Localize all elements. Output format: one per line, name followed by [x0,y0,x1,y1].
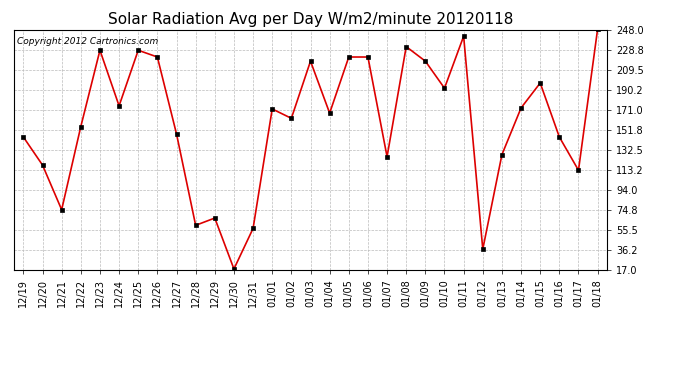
Text: Copyright 2012 Cartronics.com: Copyright 2012 Cartronics.com [17,37,158,46]
Title: Solar Radiation Avg per Day W/m2/minute 20120118: Solar Radiation Avg per Day W/m2/minute … [108,12,513,27]
